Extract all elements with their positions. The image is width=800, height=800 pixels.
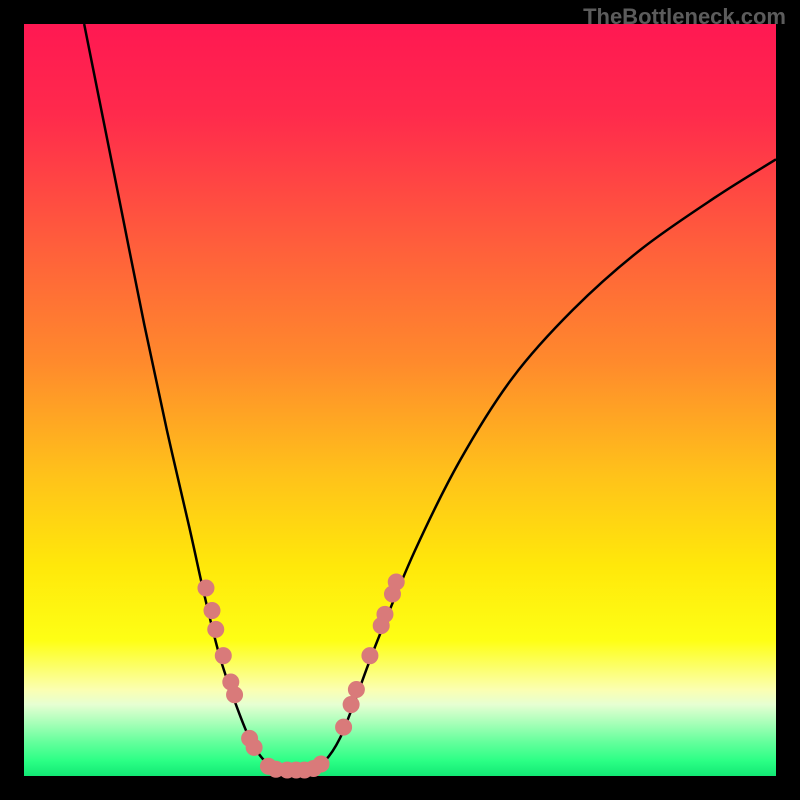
data-marker [388,574,404,590]
plot-area [24,24,776,776]
data-marker [362,648,378,664]
data-marker [348,682,364,698]
watermark-text: TheBottleneck.com [583,4,786,30]
data-marker [198,580,214,596]
data-marker [377,606,393,622]
data-marker [215,648,231,664]
data-marker [208,621,224,637]
data-marker [313,756,329,772]
data-marker [343,697,359,713]
data-marker [336,719,352,735]
data-marker [204,603,220,619]
bottleneck-chart [0,0,800,800]
data-marker [227,687,243,703]
data-marker [246,739,262,755]
